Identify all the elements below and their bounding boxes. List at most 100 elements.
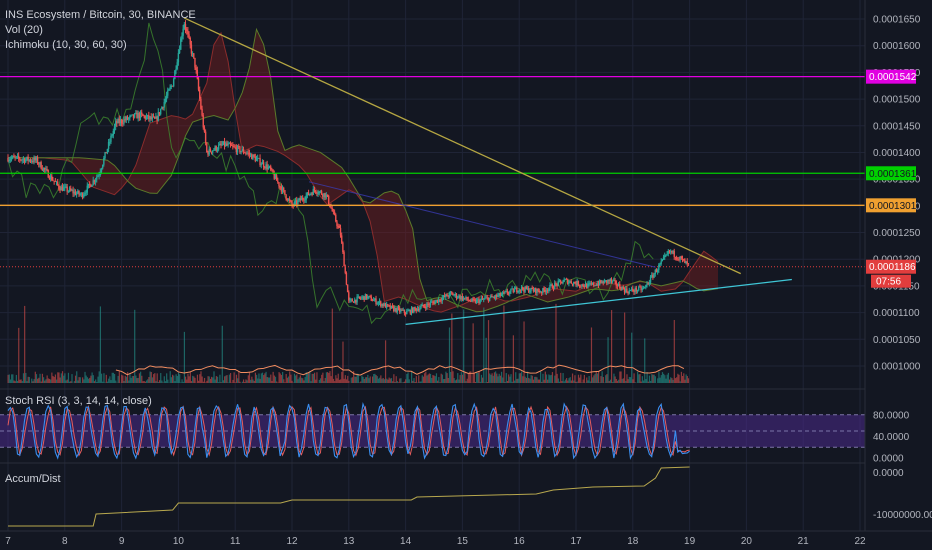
volume-bar (389, 378, 391, 383)
candle-body (625, 288, 627, 293)
candle-body (139, 112, 142, 118)
candle-body (337, 225, 339, 227)
candle-body (338, 226, 341, 228)
volume-bar (273, 375, 275, 383)
volume-bar (198, 380, 200, 383)
volume-bar (459, 375, 461, 383)
volume-bar (111, 372, 113, 383)
candle-body (436, 299, 439, 303)
candle-body (71, 190, 73, 191)
candle-body (154, 116, 156, 119)
volume-bar (479, 381, 481, 383)
candle-body (97, 175, 99, 177)
volume-bar (478, 371, 480, 383)
candle-body (258, 158, 260, 159)
time-axis[interactable]: 7 8 9 10 11 12 13 14 15 16 17 18 19 20 21 22 (5, 536, 866, 547)
volume-legend[interactable]: Vol (20) (5, 24, 43, 36)
candle-body (464, 297, 466, 299)
candle-body (487, 297, 490, 302)
volume-bar (252, 379, 254, 383)
volume-bar (176, 375, 178, 383)
volume-bar (495, 371, 497, 383)
candle-body (77, 190, 79, 194)
volume-bar (362, 376, 364, 383)
candle-body (477, 299, 479, 301)
candle-body (520, 287, 523, 291)
volume-bar (558, 381, 561, 383)
volume-bar (132, 375, 135, 383)
candle-body (620, 288, 622, 291)
candle-body (409, 310, 412, 314)
candle-body (655, 270, 658, 273)
candle-body (645, 285, 647, 288)
volume-bar (79, 377, 81, 383)
volume-bar (286, 377, 288, 383)
stoch-legend[interactable]: Stoch RSI (3, 3, 14, 14, close) (5, 395, 152, 407)
candle-body (235, 147, 238, 153)
candle-body (245, 153, 247, 154)
volume-bar (34, 371, 36, 383)
candle-body (290, 200, 292, 202)
volume-bar (225, 375, 227, 383)
candle-body (243, 152, 246, 154)
volume-bar (421, 375, 423, 383)
price-tick-label: 0.0001250 (873, 228, 921, 239)
stoch-tick-label: 0.0000 (873, 454, 904, 465)
candle-body (46, 169, 48, 171)
volume-bar (183, 331, 186, 383)
volume-bar (60, 373, 62, 383)
candle-body (640, 286, 642, 291)
candle-body (284, 190, 286, 195)
ichimoku-legend[interactable]: Ichimoku (10, 30, 60, 30) (5, 39, 127, 51)
price-tick-label: 0.0001050 (873, 335, 921, 346)
volume-bar (112, 372, 115, 383)
candle-body (131, 114, 133, 116)
symbol-legend[interactable]: INS Ecosystem / Bitcoin, 30, BINANCE (5, 9, 196, 21)
candle-body (591, 282, 594, 285)
volume-bar (67, 372, 70, 383)
volume-bar (253, 380, 255, 383)
candle-body (660, 261, 662, 264)
volume-bar (377, 378, 380, 383)
volume-bar (245, 379, 247, 383)
candle-body (119, 119, 122, 124)
candle-body (511, 288, 513, 290)
candle-body (639, 286, 641, 288)
volume-bar (396, 381, 399, 383)
price-tick-label: 0.0001100 (873, 308, 920, 319)
candle-body (474, 300, 477, 303)
volume-bar (530, 375, 532, 383)
volume-bar (632, 379, 634, 383)
candle-body (615, 281, 617, 286)
candle-body (458, 295, 460, 298)
candle-body (261, 162, 264, 165)
volume-bar (664, 375, 666, 383)
volume-bar (541, 381, 543, 383)
volume-bar (27, 376, 29, 383)
candle-body (668, 250, 671, 252)
candle-body (57, 181, 59, 186)
volume-bar (43, 377, 45, 383)
volume-bar (470, 371, 472, 383)
volume-bar (8, 374, 10, 383)
candle-body (51, 175, 53, 181)
volume-bar (413, 378, 415, 383)
volume-bar (368, 378, 370, 383)
accum-legend[interactable]: Accum/Dist (5, 473, 61, 485)
candle-body (651, 275, 653, 277)
price-tick-label: 0.0001650 (873, 15, 921, 26)
candle-body (177, 53, 180, 63)
volume-bar (331, 308, 333, 383)
candle-body (278, 182, 280, 187)
volume-bar (102, 381, 104, 383)
volume-bar (542, 373, 544, 383)
candle-body (128, 117, 130, 120)
candle-body (543, 288, 545, 290)
last-price-tag: 0.0001186 (869, 262, 916, 273)
volume-bar (283, 379, 285, 383)
candle-body (296, 200, 298, 205)
volume-bar (665, 378, 667, 383)
volume-bar (109, 376, 111, 383)
volume-bar (491, 373, 493, 383)
